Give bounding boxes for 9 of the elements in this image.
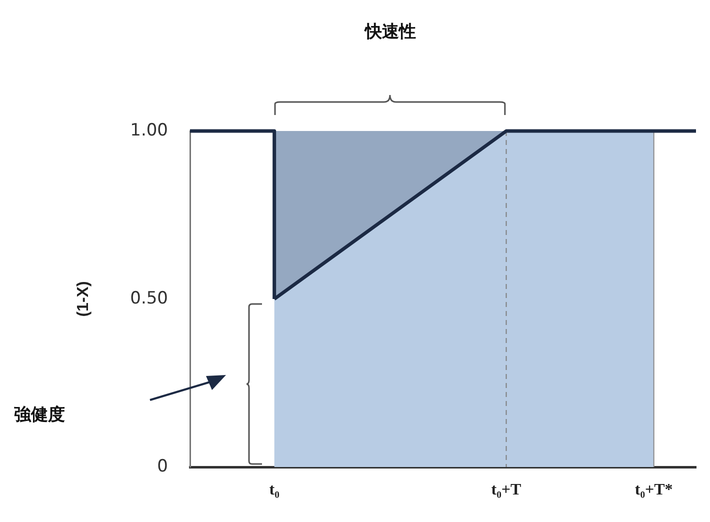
y-tick-label: 0.50 (130, 288, 168, 308)
text: 強健度 (14, 404, 65, 426)
text: 快速性 (364, 21, 416, 43)
y-tick-label: 0 (157, 456, 168, 476)
x-tick-label: t₀+T* (634, 482, 673, 499)
y-axis-title: (1-X) (75, 281, 92, 317)
y-tick-label: 1.00 (130, 120, 168, 140)
x-tick-label: t₀ (269, 482, 280, 499)
x-tick-label: t₀+T (491, 482, 522, 499)
